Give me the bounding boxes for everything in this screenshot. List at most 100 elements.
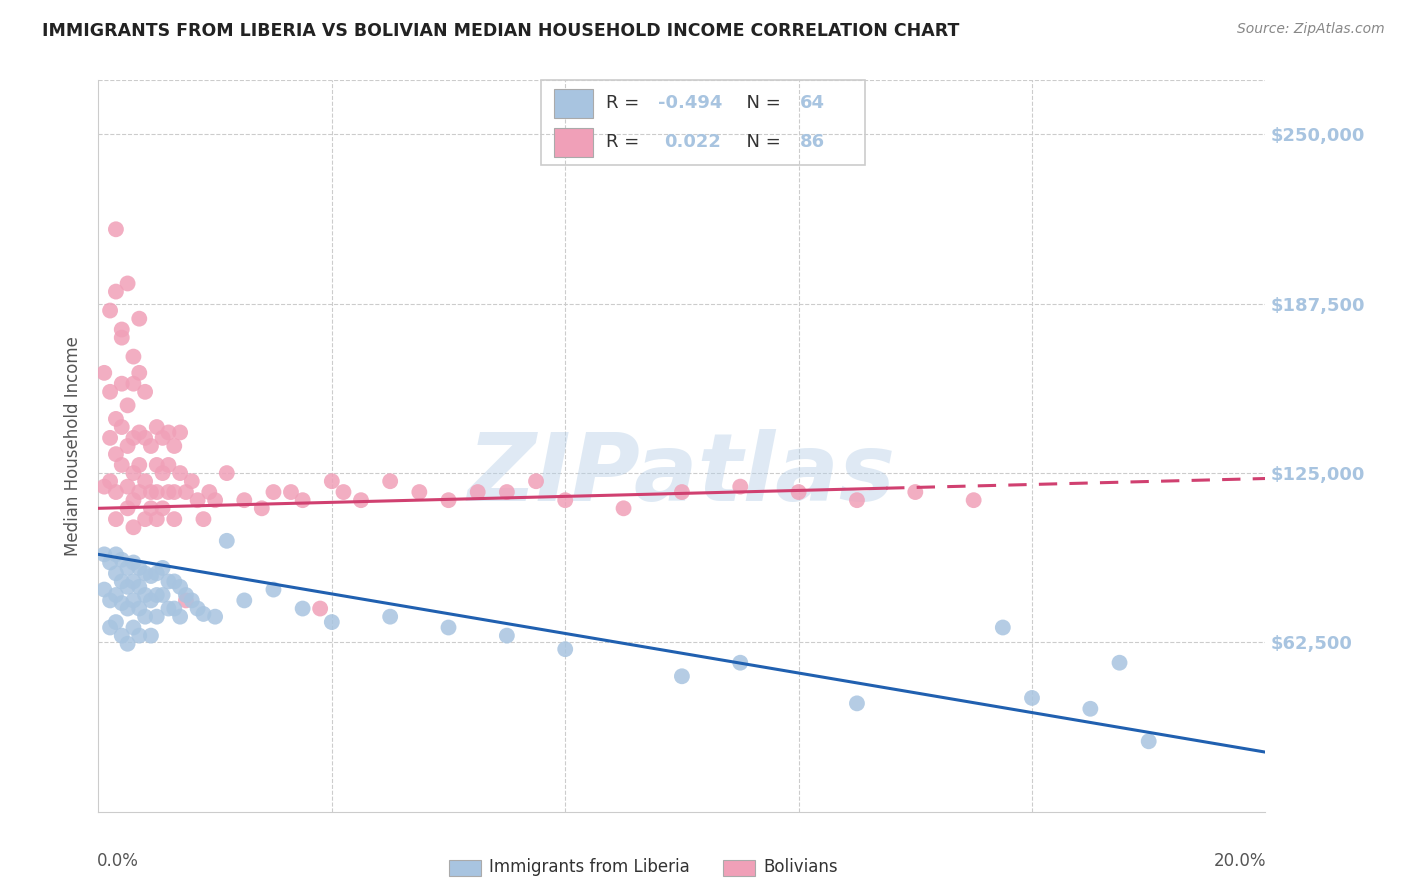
Point xyxy=(233,593,256,607)
Text: 0.0%: 0.0% xyxy=(97,852,139,870)
Point xyxy=(98,474,121,488)
Point xyxy=(524,474,547,488)
Point xyxy=(122,466,145,480)
Point xyxy=(122,350,145,364)
Point xyxy=(93,480,115,494)
Point xyxy=(169,580,191,594)
Point xyxy=(134,566,156,581)
Point xyxy=(128,601,150,615)
Point xyxy=(291,601,314,615)
Text: N =: N = xyxy=(735,95,787,112)
Point xyxy=(554,493,576,508)
Bar xyxy=(554,128,593,157)
Point xyxy=(128,485,150,500)
Point xyxy=(128,561,150,575)
Point xyxy=(157,574,180,589)
Text: -0.494: -0.494 xyxy=(658,95,723,112)
Point xyxy=(169,425,191,440)
Point xyxy=(157,485,180,500)
Text: Bolivians: Bolivians xyxy=(763,857,838,876)
Point xyxy=(157,601,180,615)
Text: Immigrants from Liberia: Immigrants from Liberia xyxy=(489,857,690,876)
Point xyxy=(152,501,174,516)
Point xyxy=(122,520,145,534)
Point xyxy=(128,629,150,643)
Point xyxy=(146,588,169,602)
Point xyxy=(187,493,209,508)
Point xyxy=(134,474,156,488)
Point xyxy=(1080,702,1102,716)
Point xyxy=(134,431,156,445)
Point xyxy=(104,566,127,581)
Point xyxy=(157,458,180,472)
Point xyxy=(93,582,115,597)
Point xyxy=(215,466,238,480)
Point xyxy=(163,439,186,453)
Point xyxy=(262,582,284,597)
Point xyxy=(104,547,127,561)
Point xyxy=(146,512,169,526)
Point xyxy=(198,485,221,500)
Point xyxy=(496,485,519,500)
Point xyxy=(174,593,197,607)
Point xyxy=(496,629,519,643)
Point xyxy=(671,669,693,683)
Text: IMMIGRANTS FROM LIBERIA VS BOLIVIAN MEDIAN HOUSEHOLD INCOME CORRELATION CHART: IMMIGRANTS FROM LIBERIA VS BOLIVIAN MEDI… xyxy=(42,22,959,40)
Point xyxy=(104,615,127,629)
Point xyxy=(787,485,810,500)
Bar xyxy=(554,89,593,118)
Point xyxy=(152,588,174,602)
Point xyxy=(134,588,156,602)
Point xyxy=(380,609,402,624)
Point xyxy=(104,485,127,500)
Point xyxy=(730,656,752,670)
Point xyxy=(1108,656,1130,670)
Point xyxy=(128,580,150,594)
Point xyxy=(98,593,121,607)
Point xyxy=(250,501,273,516)
Point xyxy=(193,607,215,621)
Point xyxy=(104,285,127,299)
Point xyxy=(128,311,150,326)
Point xyxy=(146,420,169,434)
Point xyxy=(262,485,284,500)
Point xyxy=(332,485,354,500)
Point xyxy=(146,458,169,472)
Point xyxy=(104,412,127,426)
Point xyxy=(146,609,169,624)
Point xyxy=(117,637,139,651)
Point xyxy=(117,480,139,494)
Point xyxy=(134,384,156,399)
Point xyxy=(139,593,162,607)
Point xyxy=(111,629,134,643)
Point xyxy=(104,447,127,461)
Point xyxy=(139,485,162,500)
Point xyxy=(152,431,174,445)
Point xyxy=(1137,734,1160,748)
Point xyxy=(180,474,202,488)
Point xyxy=(111,458,134,472)
Point xyxy=(204,609,226,624)
Point xyxy=(104,222,127,236)
Point xyxy=(117,439,139,453)
Point xyxy=(122,620,145,634)
Point xyxy=(215,533,238,548)
Point xyxy=(93,366,115,380)
Y-axis label: Median Household Income: Median Household Income xyxy=(65,336,83,556)
Point xyxy=(321,615,343,629)
Point xyxy=(122,376,145,391)
Point xyxy=(408,485,430,500)
Point xyxy=(163,601,186,615)
Text: 86: 86 xyxy=(800,133,825,151)
Point xyxy=(98,620,121,634)
Point xyxy=(111,596,134,610)
Point xyxy=(128,425,150,440)
Point xyxy=(98,431,121,445)
Point xyxy=(111,376,134,391)
Point xyxy=(730,480,752,494)
Point xyxy=(612,501,634,516)
Point xyxy=(467,485,489,500)
Point xyxy=(204,493,226,508)
Point xyxy=(169,466,191,480)
Point xyxy=(991,620,1014,634)
